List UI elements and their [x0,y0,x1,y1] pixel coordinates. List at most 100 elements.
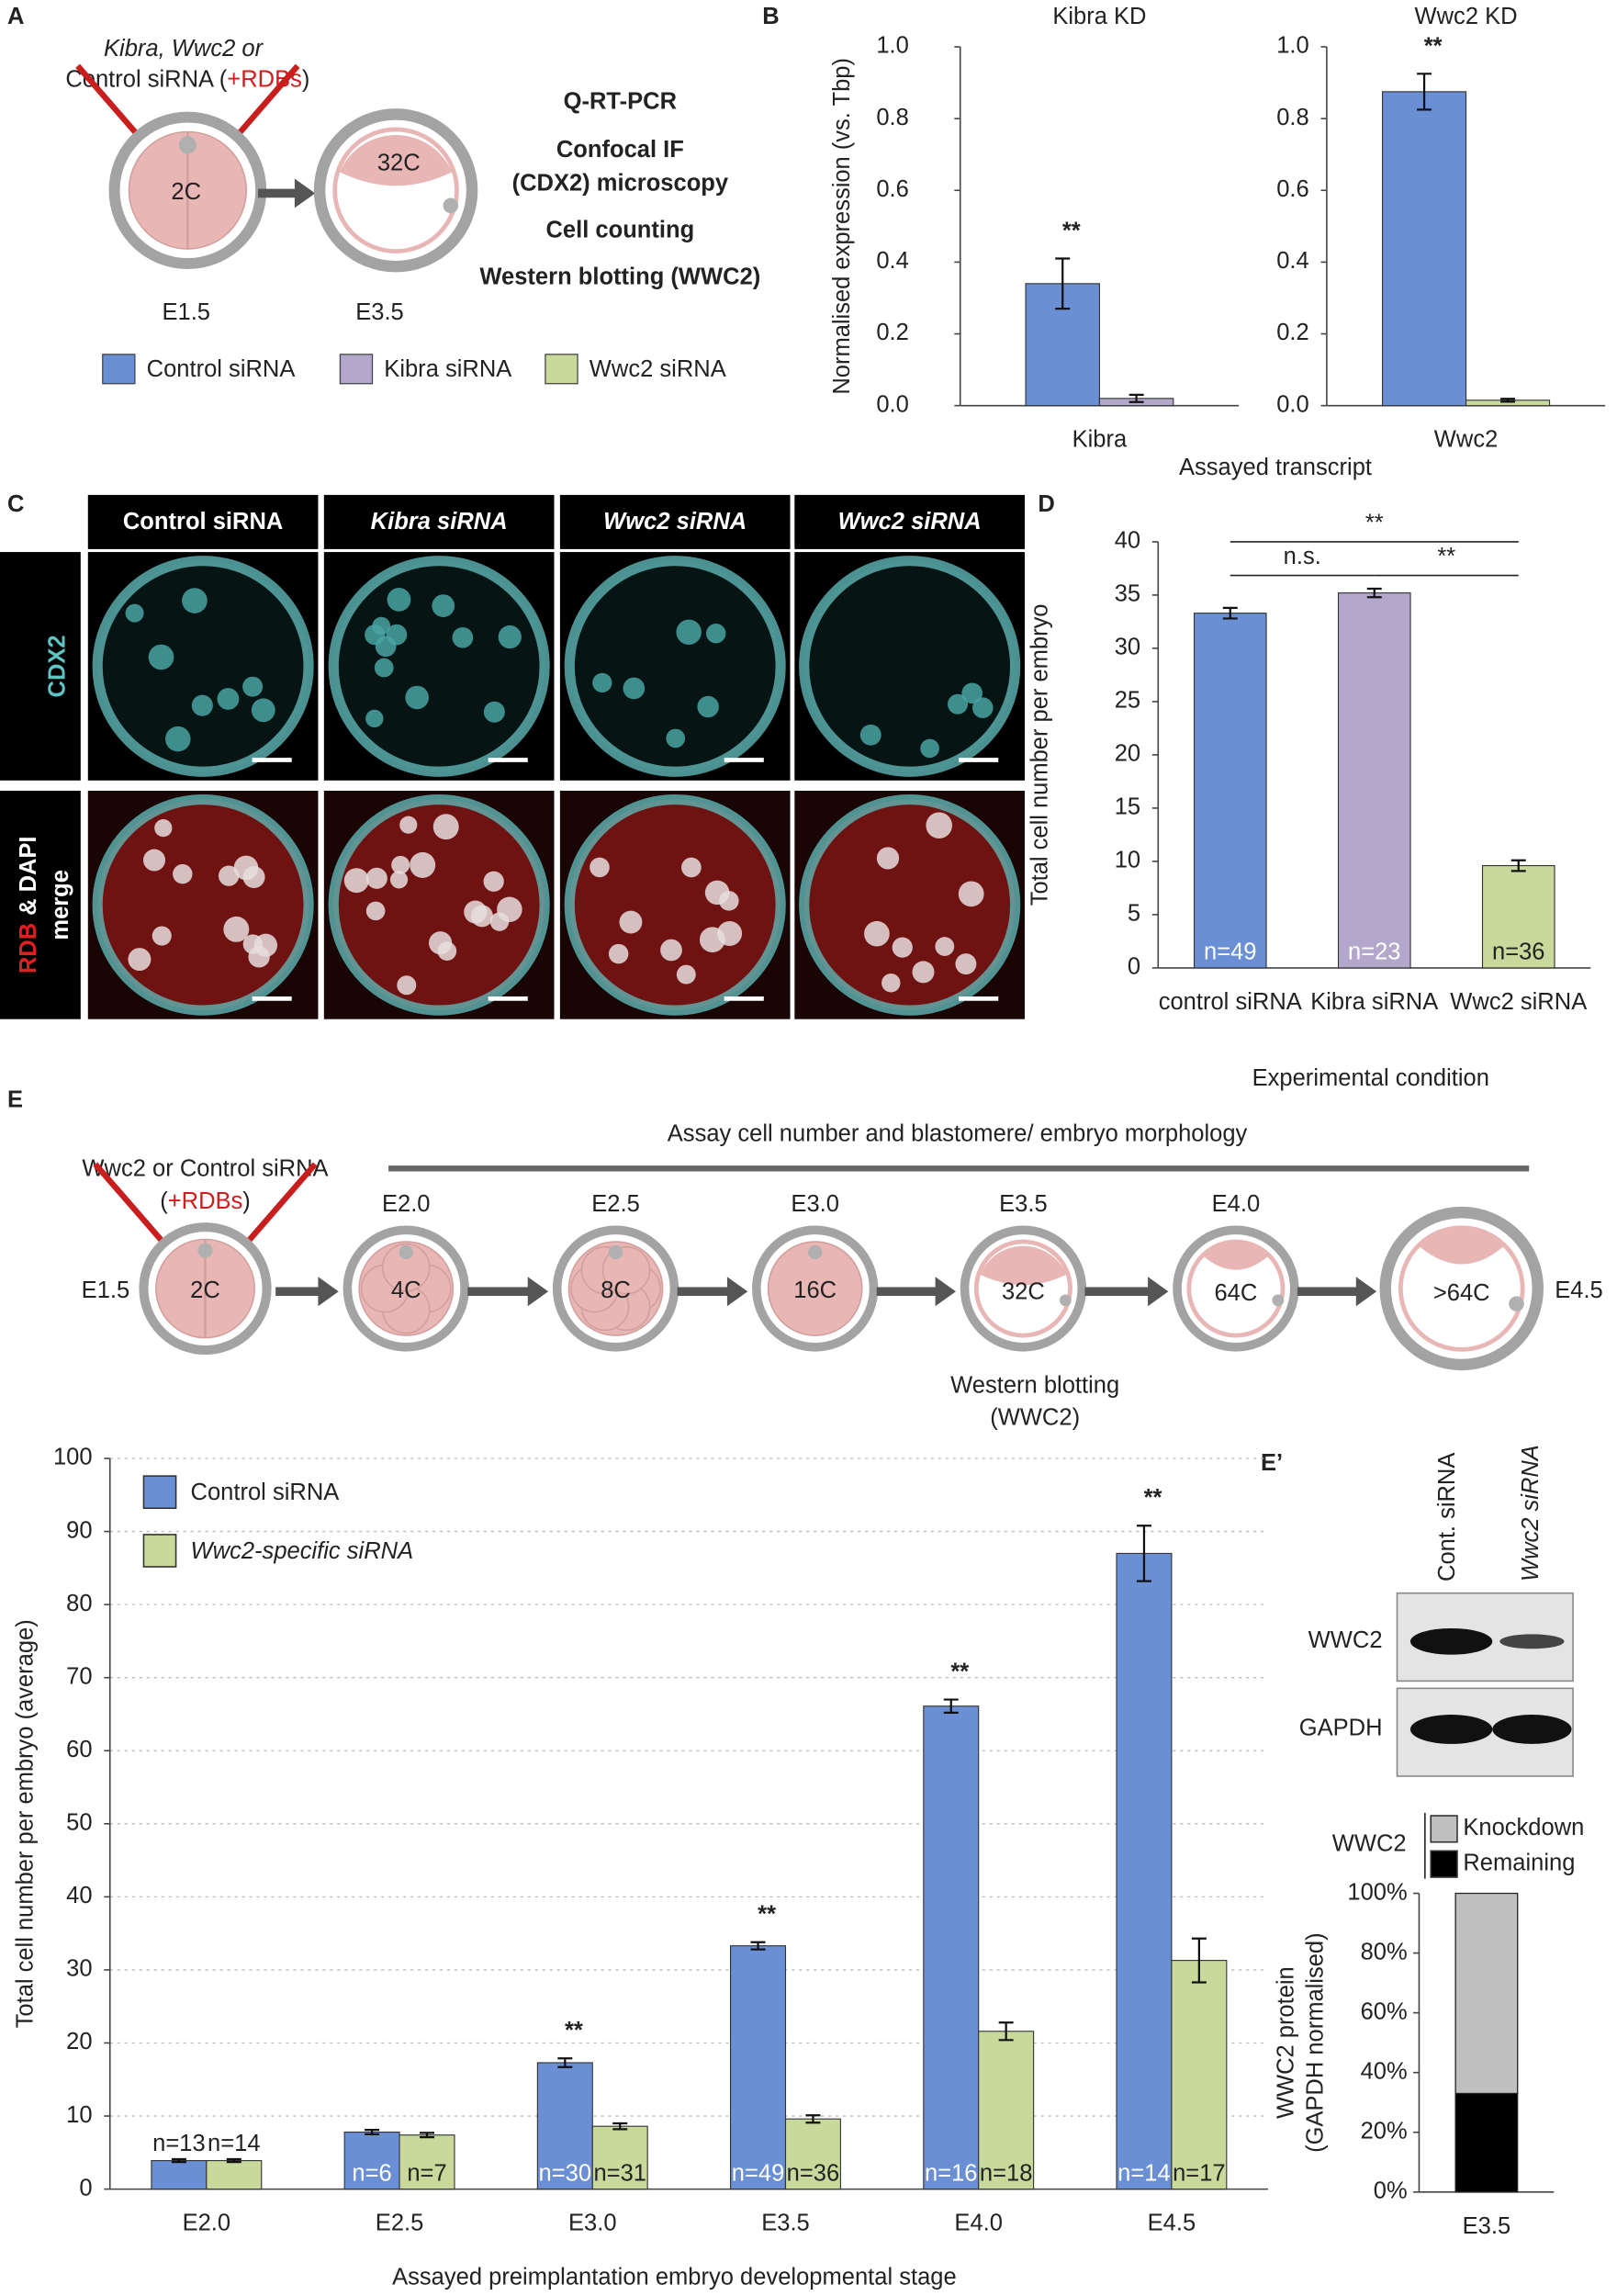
nucleus [365,867,387,889]
error-bar [1191,1937,1207,1984]
label: Wwc2 or Control siRNA [82,1156,328,1182]
nucleus [470,905,493,928]
chart-title: Wwc2 KD [1415,4,1518,29]
trophectoderm [1186,1239,1286,1338]
legend-swatch [102,354,136,385]
bar [343,2131,400,2190]
y-tick-label: 60 [66,1737,92,1762]
error-bar [1136,1525,1151,1582]
trophectoderm [1398,1225,1525,1352]
y-axis-label: Normalised expression (vs. Tbp) [829,58,855,395]
nucleus [374,658,394,678]
label: 2C [190,1277,220,1303]
bar [978,2031,1035,2190]
n-label: n=13 [152,2131,206,2156]
nucleus [935,937,955,956]
stage-cells: 32C [1002,1279,1045,1305]
y-tick-label: 40 [66,1883,92,1908]
error-bar [557,2057,573,2068]
n-label: n=31 [593,2160,646,2186]
polar-body [808,1244,823,1260]
legend-label: Remaining [1463,1850,1575,1875]
embryo-image [799,793,1021,1016]
polar-body [399,1244,413,1260]
error-bar [365,2129,380,2136]
nucleus [961,682,983,704]
error-bar [226,2157,241,2164]
y-tick-label: 10 [66,2102,92,2128]
x-tick-label: control siRNA [1159,989,1302,1015]
nucleus [405,685,429,710]
row-header [0,790,81,1019]
label: Western blotting (WWC2) [479,264,760,290]
nucleus [410,851,436,878]
icm [1419,1228,1505,1265]
nucleus [248,946,270,968]
x-tick-label: Wwc2 [1434,427,1499,453]
y-tick-label: 100 [53,1445,93,1470]
label: Q-RT-PCR [564,88,677,114]
protein-label: WWC2 [1308,1627,1383,1653]
nucleus [365,709,384,728]
lane-label: Cont. siRNA [1434,1453,1460,1581]
y-tick-label: 1.0 [1276,33,1309,59]
label: (CDX2) microscopy [512,171,729,197]
bar-segment [1454,2092,1519,2193]
nucleus [958,881,984,907]
protein-label: GAPDH [1299,1716,1383,1741]
nucleus [592,672,612,693]
y-tick-label: 0.0 [876,391,909,417]
y-tick-label: 60% [1361,1998,1408,2024]
x-tick-label: E3.5 [761,2211,810,2236]
legend-label: Control siRNA [147,356,296,382]
x-tick-label: Kibra siRNA [1310,989,1438,1015]
error-bar [943,1698,959,1714]
legend-title: WWC2 [1332,1831,1407,1857]
y-axis-label: WWC2 protein [1273,1966,1298,2119]
error-bar [612,2122,628,2131]
embryo-image [564,793,786,1016]
n-label: n=36 [1492,940,1545,965]
label: Cell counting [545,218,694,243]
nucleus [623,677,646,700]
y-tick-label: 0.8 [1276,105,1309,130]
lane-label: Wwc2 siRNA [1518,1445,1544,1581]
embryo-image [799,556,1021,777]
nucleus [432,814,459,840]
bar [399,2134,455,2190]
label: (WWC2) [990,1405,1080,1431]
label: (+RDBs) [160,1188,251,1214]
nucleus [365,901,386,921]
y-tick-label: 20 [1115,741,1140,767]
nucleus [619,910,643,934]
icm [980,1245,1067,1286]
significance: ** [1144,1485,1162,1511]
nucleus [154,819,173,838]
nucleus [972,697,994,718]
error-bar [805,2114,821,2124]
comparison-label: n.s. [1284,544,1321,569]
n-label: n=49 [1204,940,1257,965]
stage-cells: 4C [391,1277,421,1303]
significance: ** [758,1902,776,1928]
polar-body [1272,1294,1285,1307]
column-label: Kibra siRNA [371,509,508,535]
polar-body [197,1243,213,1258]
n-label: n=6 [352,2160,391,2186]
bar [1193,613,1267,969]
x-tick-label: E3.0 [568,2211,617,2236]
band [1499,1634,1565,1649]
x-tick-label: E4.0 [954,2211,1003,2236]
legend-swatch [142,1475,177,1510]
y-tick-label: 0.2 [1276,320,1309,345]
cells [767,1241,863,1336]
y-tick-label: 80 [66,1591,92,1616]
row-label: RDB & DAPI [16,837,41,974]
y-tick-label: 70 [66,1663,92,1689]
nucleus [955,953,977,975]
nucleus [864,920,890,947]
n-label: n=7 [407,2160,446,2186]
bar-segment [1454,1892,1519,2095]
row-label: merge [48,870,73,940]
